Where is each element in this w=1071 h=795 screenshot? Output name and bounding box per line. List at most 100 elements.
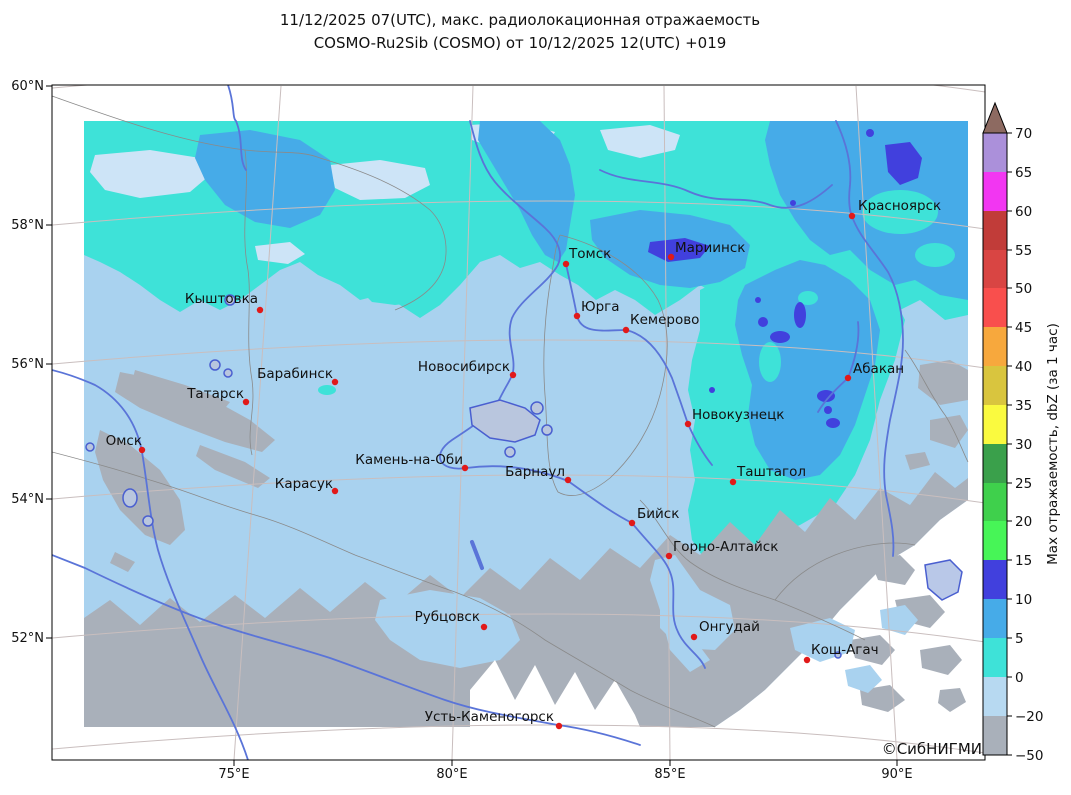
colorbar-segment: [983, 560, 1007, 599]
lat-tick-label: 54°N: [11, 492, 44, 507]
colorbar-tick-label: −50: [1015, 748, 1044, 764]
echo-holes: [759, 190, 955, 382]
city-label: Мариинск: [675, 240, 745, 256]
axis-ticks: [46, 85, 898, 766]
city-dot: [138, 446, 146, 454]
lat-tick-label: 60°N: [11, 79, 44, 94]
colorbar-segment: [983, 716, 1007, 755]
city-marker: Таштагол: [729, 464, 806, 486]
colorbar-tick-label: 70: [1015, 126, 1032, 142]
city-label: Кыштовка: [185, 291, 258, 307]
city-marker: Камень-на-Оби: [355, 452, 469, 472]
colorbar-tick-label: 20: [1015, 514, 1032, 530]
city-dot: [331, 487, 339, 495]
colorbar-tick-label: 65: [1015, 165, 1032, 181]
city-marker: Абакан: [844, 361, 904, 382]
city-label: Новокузнецк: [692, 407, 784, 423]
colorbar-segment: [983, 327, 1007, 366]
colorbar-segment: [983, 405, 1007, 444]
colorbar-tick-label: 60: [1015, 204, 1032, 220]
city-marker: Татарск: [186, 386, 250, 406]
city-marker: Барабинск: [257, 366, 339, 386]
colorbar-tick-label: 10: [1015, 592, 1032, 608]
city-marker: Кыштовка: [185, 291, 264, 314]
lon-tick-label: 75°E: [218, 767, 249, 782]
city-marker: Барнаул: [505, 464, 572, 484]
terrain-gray-east: [905, 360, 968, 470]
colorbar-segment: [983, 288, 1007, 327]
city-dot: [480, 623, 488, 631]
city-dot: [555, 722, 563, 730]
city-dot: [242, 398, 250, 406]
colorbar-segment: [983, 483, 1007, 521]
colorbar-overflow-triangle: [982, 101, 1008, 134]
city-marker: Кемерово: [622, 312, 699, 334]
colorbar-segment: [983, 366, 1007, 405]
city-marker: Томск: [562, 246, 611, 268]
colorbar-segment: [983, 521, 1007, 560]
no-coverage-teeth: [470, 660, 640, 727]
terrain-gray-west: [95, 370, 275, 572]
city-marker: Онгудай: [690, 619, 760, 641]
colorbar-tick-label: 40: [1015, 359, 1032, 375]
city-marker: Усть-Каменогорск: [425, 709, 563, 730]
city-dot: [729, 478, 737, 486]
city-marker: Бийск: [628, 506, 679, 527]
city-dot: [848, 212, 856, 220]
colorbar-segment: [983, 172, 1007, 211]
city-label: Красноярск: [858, 198, 941, 214]
city-label: Юрга: [581, 299, 620, 315]
city-dot: [622, 326, 630, 334]
lakes: [85, 294, 963, 659]
colorbar-tick-label: 30: [1015, 437, 1032, 453]
colorbar-tick-label: 35: [1015, 398, 1032, 414]
city-markers: Красноярск Мариинск Томск Кыштовка Юрга …: [106, 198, 941, 730]
city-dot: [628, 519, 636, 527]
city-label: Новосибирск: [418, 359, 510, 375]
city-marker: Новокузнецк: [684, 407, 784, 428]
latitude-axis: 60°N 58°N 56°N 54°N 52°N: [11, 79, 44, 646]
city-dot: [509, 371, 517, 379]
city-marker: Красноярск: [848, 198, 941, 220]
colorbar-segment: [983, 599, 1007, 638]
city-label: Барнаул: [505, 464, 565, 480]
lon-tick-label: 85°E: [654, 767, 685, 782]
city-dot: [844, 374, 852, 382]
city-dot: [803, 656, 811, 664]
terrain-gray-southeast: [850, 555, 966, 712]
city-label: Камень-на-Оби: [355, 452, 463, 468]
map-area: Красноярск Мариинск Томск Кыштовка Юрга …: [52, 85, 985, 760]
colorbar-tick-labels: 70 65 60 55 50 45 40 35 30 25 20 15 10 5…: [1015, 126, 1044, 764]
city-label: Бийск: [637, 506, 679, 522]
city-label: Кош-Агач: [811, 642, 879, 658]
city-dot: [256, 306, 264, 314]
city-marker: Рубцовск: [415, 609, 488, 631]
colorbar-tick-label: −20: [1015, 709, 1044, 725]
city-label: Карасук: [275, 476, 333, 492]
colorbar-title: Max отражаемость, dbZ (за 1 час): [1045, 323, 1061, 565]
city-label: Горно-Алтайск: [673, 539, 778, 555]
city-marker: Мариинск: [667, 240, 745, 261]
colorbar-tickmarks: [1007, 132, 1012, 756]
city-label: Томск: [568, 246, 611, 262]
colorbar-tick-label: 0: [1015, 670, 1024, 686]
colorbar-segment: [983, 211, 1007, 250]
city-marker: Юрга: [573, 299, 620, 320]
copyright-label: ©СибНИГМИ: [882, 740, 982, 758]
city-label: Таштагол: [736, 464, 806, 480]
city-label: Усть-Каменогорск: [425, 709, 554, 725]
colorbar-tick-label: 15: [1015, 553, 1032, 569]
lat-tick-label: 52°N: [11, 631, 44, 646]
city-label: Кемерово: [630, 312, 699, 328]
city-marker: Карасук: [275, 476, 339, 495]
figure-title-line1: 11/12/2025 07(UTC), макс. радиолокационн…: [280, 11, 760, 29]
city-marker: Кош-Агач: [803, 642, 879, 664]
colorbar-tick-label: 45: [1015, 320, 1032, 336]
city-dot: [667, 253, 675, 261]
colorbar-segment: [983, 677, 1007, 716]
lon-tick-label: 90°E: [881, 767, 912, 782]
colorbar: 70 65 60 55 50 45 40 35 30 25 20 15 10 5…: [982, 101, 1061, 764]
colorbar-segments: [983, 133, 1007, 755]
colorbar-tick-label: 55: [1015, 243, 1032, 259]
